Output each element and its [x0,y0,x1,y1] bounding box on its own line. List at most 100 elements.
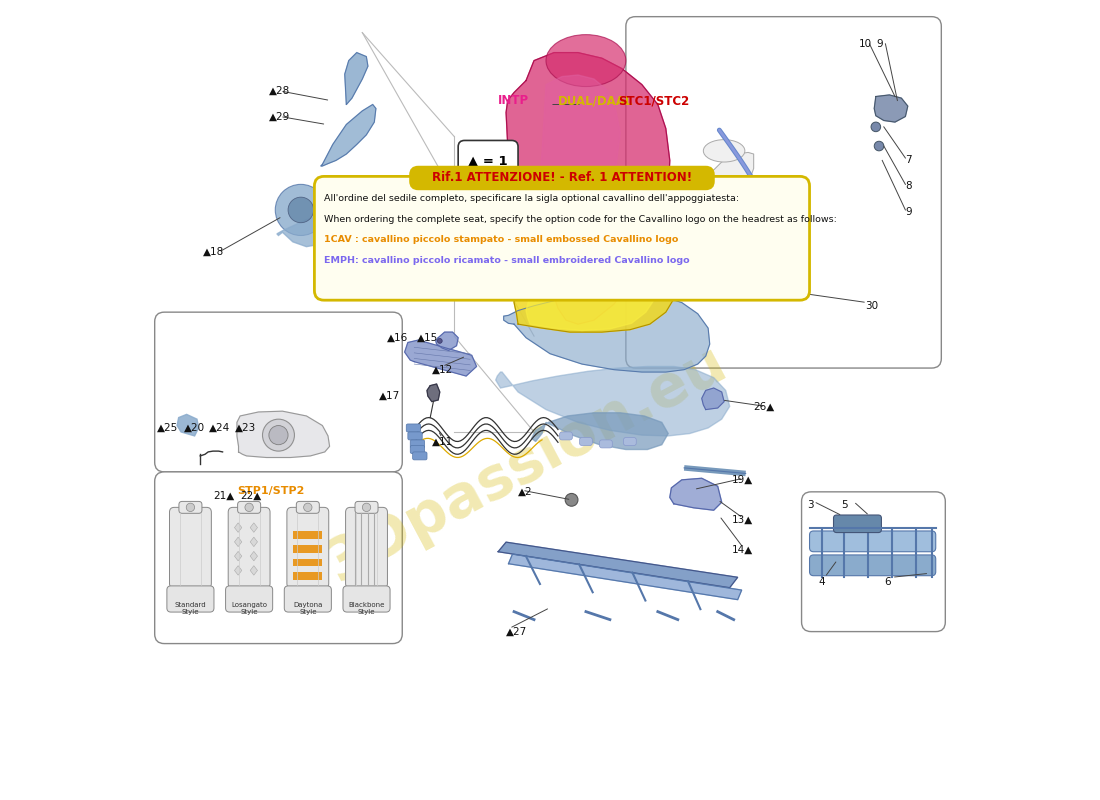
Text: 3Dpassion.eu: 3Dpassion.eu [317,334,736,594]
Circle shape [871,122,881,132]
FancyBboxPatch shape [408,432,422,440]
Polygon shape [234,523,242,532]
Text: 10: 10 [859,39,872,49]
Circle shape [288,197,313,222]
FancyBboxPatch shape [284,586,331,612]
Text: STC1/STC2: STC1/STC2 [618,94,689,107]
Polygon shape [514,236,682,332]
Text: 9: 9 [905,206,912,217]
Text: ▲12: ▲12 [432,365,453,374]
FancyBboxPatch shape [345,507,387,588]
FancyBboxPatch shape [406,424,420,432]
Text: 14▲: 14▲ [733,544,754,554]
Polygon shape [702,388,724,410]
FancyBboxPatch shape [802,492,945,631]
Text: 22▲: 22▲ [240,491,262,501]
Text: When ordering the complete seat, specify the option code for the Cavallino logo : When ordering the complete seat, specify… [324,214,837,224]
Polygon shape [506,53,670,324]
Ellipse shape [556,176,600,208]
Polygon shape [436,332,459,350]
FancyBboxPatch shape [343,586,390,612]
Polygon shape [496,366,729,436]
Circle shape [186,503,195,511]
FancyBboxPatch shape [238,502,261,514]
FancyBboxPatch shape [810,555,936,576]
Text: 6: 6 [883,577,890,587]
FancyBboxPatch shape [410,440,425,448]
Polygon shape [694,153,754,224]
Polygon shape [405,340,476,376]
FancyBboxPatch shape [179,502,202,514]
Text: 9: 9 [877,39,883,49]
FancyBboxPatch shape [296,502,319,514]
Text: ▲17: ▲17 [379,391,400,401]
Text: 5: 5 [840,501,847,510]
Polygon shape [250,523,257,532]
FancyBboxPatch shape [624,438,636,446]
Circle shape [268,426,288,445]
Text: INTP: INTP [498,94,529,107]
Text: ▲28: ▲28 [268,86,290,96]
FancyBboxPatch shape [228,507,270,588]
Polygon shape [688,219,758,252]
FancyBboxPatch shape [702,257,751,285]
Text: DUAL/DAAL: DUAL/DAAL [558,94,634,107]
Text: ▲27: ▲27 [506,626,527,637]
Text: 26▲: 26▲ [754,402,774,411]
FancyBboxPatch shape [355,502,378,514]
FancyBboxPatch shape [560,432,572,440]
Text: ▲11: ▲11 [432,437,453,446]
Polygon shape [498,542,738,588]
FancyBboxPatch shape [155,312,403,472]
Polygon shape [344,53,367,105]
Polygon shape [531,413,668,450]
Polygon shape [234,566,242,575]
Text: 21▲: 21▲ [213,491,234,501]
Circle shape [438,338,442,343]
Polygon shape [504,292,710,372]
Text: 19▲: 19▲ [733,475,754,485]
Circle shape [245,503,253,511]
Text: ▲ = 1: ▲ = 1 [469,154,508,167]
Text: ▲29: ▲29 [268,111,290,122]
Text: ▲20: ▲20 [184,423,206,433]
Circle shape [362,503,371,511]
Text: ▲15: ▲15 [417,333,438,342]
Polygon shape [234,551,242,561]
Circle shape [304,503,312,511]
FancyBboxPatch shape [410,446,425,454]
FancyBboxPatch shape [580,438,592,446]
Text: 1CAV : cavallino piccolo stampato - small embossed Cavallino logo: 1CAV : cavallino piccolo stampato - smal… [324,235,679,245]
FancyBboxPatch shape [155,472,403,643]
Text: Rif.1 ATTENZIONE! - Ref. 1 ATTENTION!: Rif.1 ATTENZIONE! - Ref. 1 ATTENTION! [432,171,692,185]
Text: ▲25: ▲25 [157,423,178,433]
FancyBboxPatch shape [459,141,518,180]
Polygon shape [250,566,257,575]
Text: Standard
Style: Standard Style [175,602,206,615]
Text: EMPH: cavallino piccolo ricamato - small embroidered Cavallino logo: EMPH: cavallino piccolo ricamato - small… [324,256,690,266]
Polygon shape [321,105,376,166]
Text: 7: 7 [905,155,912,166]
Text: 30: 30 [866,301,879,310]
FancyBboxPatch shape [315,176,810,300]
Polygon shape [234,537,242,546]
Polygon shape [670,478,722,510]
Ellipse shape [703,140,745,162]
Polygon shape [277,216,333,246]
Polygon shape [177,414,199,436]
FancyBboxPatch shape [412,452,427,460]
Circle shape [785,288,796,299]
Text: 13▲: 13▲ [733,514,754,525]
Text: ▲2: ▲2 [518,487,532,497]
Text: 8: 8 [905,181,912,191]
Text: ▲24: ▲24 [209,423,230,433]
Ellipse shape [546,34,626,86]
Text: Blackbone
Style: Blackbone Style [349,602,385,615]
Bar [294,558,322,566]
FancyBboxPatch shape [169,507,211,588]
FancyBboxPatch shape [626,17,942,368]
FancyBboxPatch shape [167,586,214,612]
Text: Losangato
Style: Losangato Style [231,602,267,615]
Text: ▲16: ▲16 [387,333,408,342]
Polygon shape [526,262,656,330]
